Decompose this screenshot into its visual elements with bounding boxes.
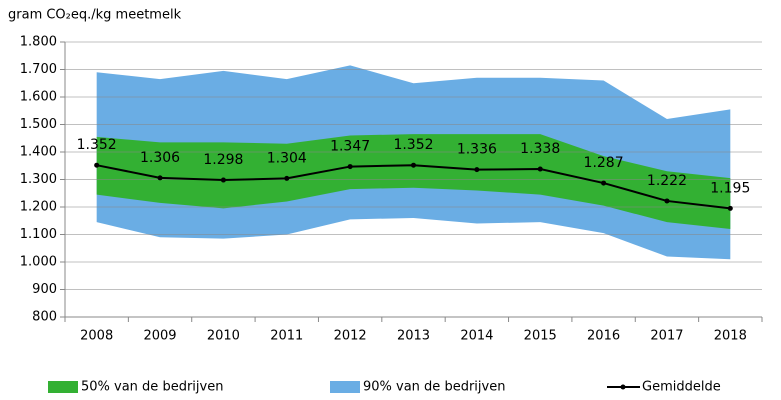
legend-marker	[620, 384, 626, 390]
y-tick-label: 1.000	[20, 255, 57, 270]
mean-marker	[537, 166, 543, 172]
legend-swatch	[330, 381, 360, 393]
data-label: 1.347	[330, 139, 370, 155]
mean-marker	[220, 177, 226, 183]
data-label: 1.352	[393, 137, 433, 153]
y-tick-label: 1.100	[20, 227, 57, 242]
y-tick-label: 900	[32, 282, 57, 297]
x-tick-label: 2016	[587, 329, 620, 344]
mean-marker	[157, 175, 163, 181]
data-label: 1.195	[710, 180, 750, 196]
x-tick-label: 2015	[524, 329, 557, 344]
mean-marker	[727, 205, 733, 211]
mean-marker	[411, 162, 416, 168]
y-tick-label: 1.400	[20, 145, 57, 160]
y-tick-label: 1.600	[20, 90, 57, 105]
y-tick-label: 1.800	[20, 35, 57, 50]
data-label: 1.306	[140, 150, 180, 166]
mean-marker	[347, 164, 353, 170]
x-tick-label: 2017	[650, 329, 683, 344]
mean-marker	[664, 198, 670, 204]
x-tick-label: 2010	[207, 329, 240, 344]
x-tick-label: 2009	[143, 329, 176, 344]
data-label: 1.287	[584, 155, 624, 171]
y-tick-label: 1.500	[20, 117, 57, 132]
y-tick-label: 1.200	[20, 200, 57, 215]
y-tick-label: 800	[32, 310, 57, 325]
y-tick-label: 1.300	[20, 172, 57, 187]
x-tick-label: 2008	[80, 329, 113, 344]
data-label: 1.298	[203, 152, 243, 168]
y-axis-label: gram CO₂eq./kg meetmelk	[8, 8, 182, 23]
data-label: 1.222	[647, 173, 687, 189]
data-label: 1.338	[520, 141, 560, 157]
mean-marker	[284, 175, 290, 181]
data-label: 1.336	[457, 142, 497, 158]
x-tick-label: 2012	[334, 329, 367, 344]
data-label: 1.352	[77, 137, 117, 153]
band-area	[96, 134, 731, 229]
x-tick-label: 2011	[270, 329, 303, 344]
legend-label: 50% van de bedrijven	[81, 380, 223, 395]
y-tick-label: 1.700	[20, 62, 57, 77]
legend-label: Gemiddelde	[642, 380, 721, 395]
legend-label: 90% van de bedrijven	[363, 380, 505, 395]
x-tick-label: 2013	[397, 329, 430, 344]
x-tick-label: 2018	[714, 329, 747, 344]
legend-swatch	[48, 381, 78, 393]
mean-marker	[474, 167, 480, 173]
mean-marker	[94, 162, 100, 168]
mean-marker	[601, 180, 607, 186]
data-label: 1.304	[267, 150, 307, 166]
x-tick-label: 2014	[460, 329, 493, 344]
